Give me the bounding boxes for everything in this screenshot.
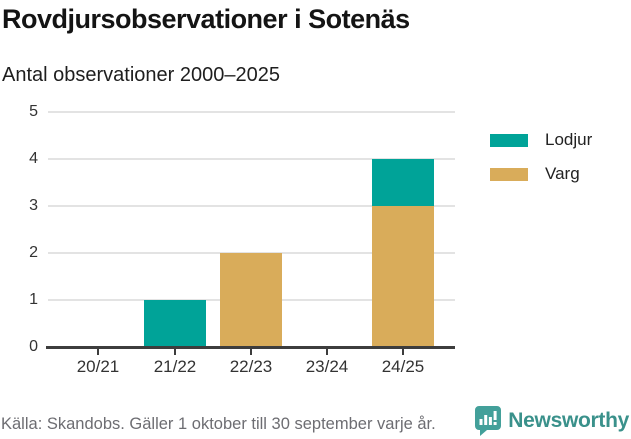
newsworthy-icon bbox=[475, 406, 502, 436]
chart-subtitle: Antal observationer 2000–2025 bbox=[2, 64, 280, 86]
legend-swatch-varg bbox=[490, 167, 528, 181]
gridline bbox=[48, 158, 455, 160]
x-tick-label: 20/21 bbox=[76, 357, 120, 376]
x-tick-label: 21/22 bbox=[153, 357, 197, 376]
legend-item-lodjur: Lodjur bbox=[490, 130, 592, 150]
y-tick-label: 0 bbox=[29, 338, 38, 355]
newsworthy-wordmark: Newsworthy bbox=[508, 409, 629, 432]
x-tick-label: 23/24 bbox=[305, 357, 349, 376]
x-tick bbox=[250, 348, 252, 355]
y-tick-label: 4 bbox=[29, 150, 38, 167]
source-note: Källa: Skandobs. Gäller 1 oktober till 3… bbox=[1, 415, 436, 433]
legend-swatch-lodjur bbox=[490, 133, 528, 147]
newsworthy-logo: Newsworthy bbox=[475, 406, 629, 436]
legend-item-varg: Varg bbox=[490, 164, 592, 184]
bar-segment-varg-24-25 bbox=[372, 206, 434, 347]
y-tick-label: 5 bbox=[29, 103, 38, 120]
legend-label: Lodjur bbox=[545, 130, 593, 149]
x-tick bbox=[326, 348, 328, 355]
chart-title: Rovdjursobservationer i Sotenäs bbox=[2, 4, 410, 34]
footer: Källa: Skandobs. Gäller 1 oktober till 3… bbox=[0, 404, 631, 439]
x-tick bbox=[402, 348, 404, 355]
gridline bbox=[48, 205, 455, 207]
y-tick-label: 3 bbox=[29, 197, 38, 214]
x-tick-label: 24/25 bbox=[381, 357, 425, 376]
x-tick bbox=[174, 348, 176, 355]
x-tick-label: 22/23 bbox=[229, 357, 273, 376]
x-axis-line bbox=[46, 346, 455, 349]
legend: Lodjur Varg bbox=[490, 130, 592, 184]
bar-segment-lodjur-21-22 bbox=[144, 300, 206, 347]
legend-label: Varg bbox=[545, 164, 580, 183]
bar-segment-lodjur-24-25 bbox=[372, 159, 434, 206]
bar-segment-varg-22-23 bbox=[220, 253, 282, 347]
y-tick-label: 2 bbox=[29, 244, 38, 261]
y-tick-label: 1 bbox=[29, 291, 38, 308]
x-tick bbox=[97, 348, 99, 355]
gridline bbox=[48, 111, 455, 113]
